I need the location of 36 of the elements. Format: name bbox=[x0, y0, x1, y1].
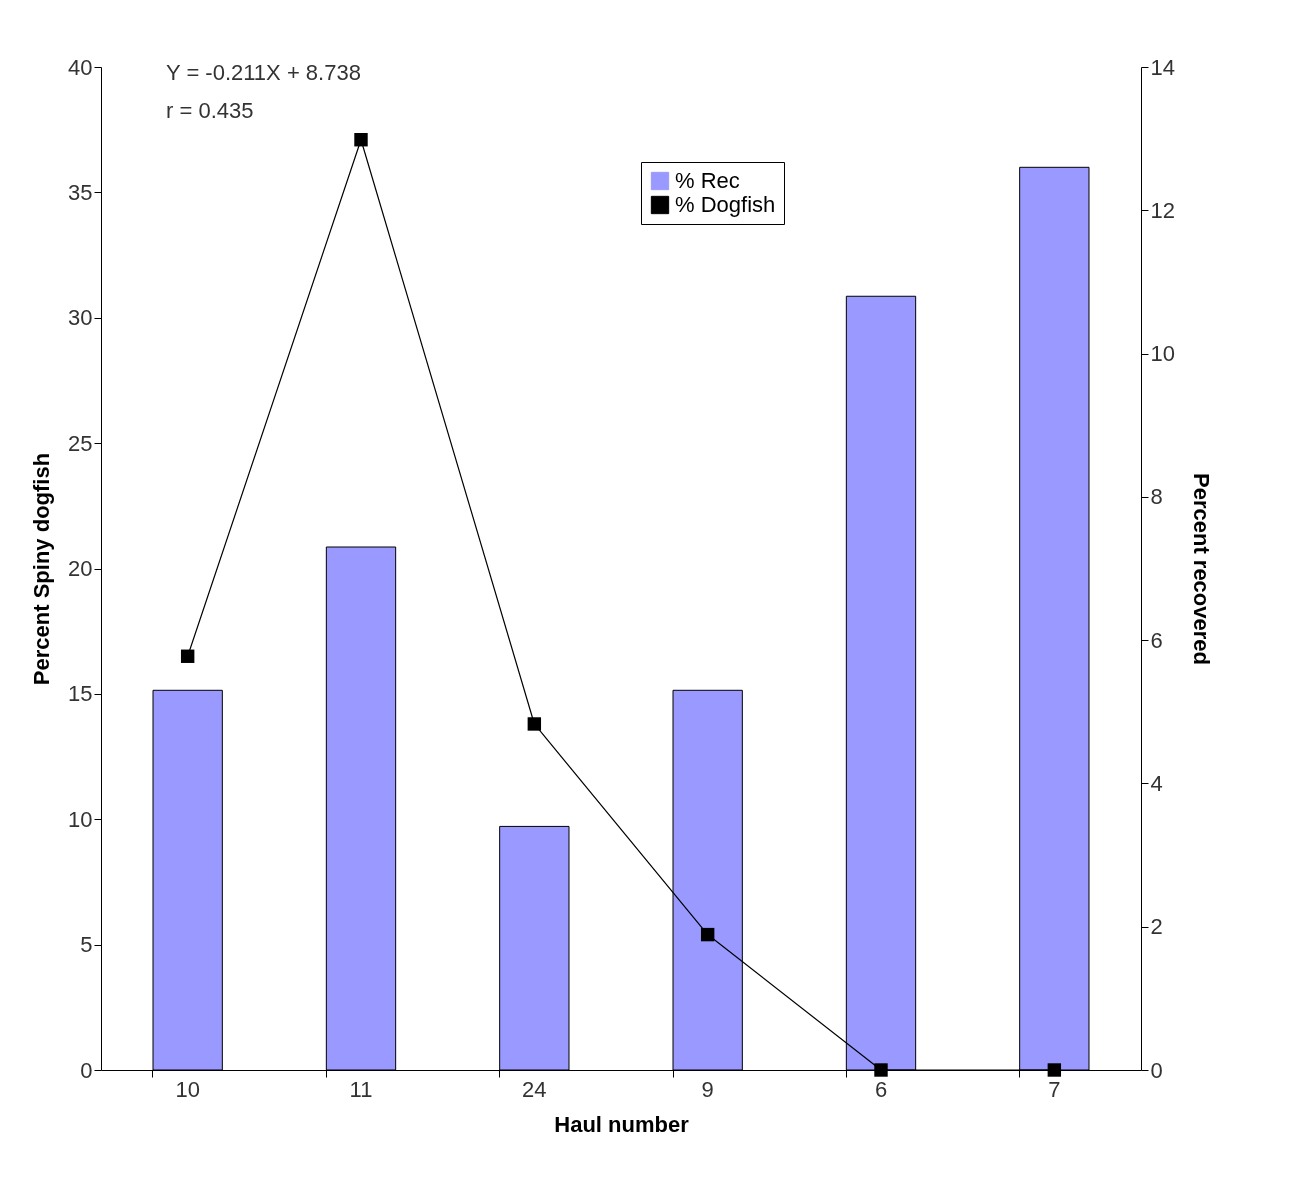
y-tick-label: 30 bbox=[68, 305, 93, 331]
point bbox=[354, 133, 368, 147]
y-tick-label: 20 bbox=[68, 556, 93, 581]
x-tick-label: 10 bbox=[175, 1076, 200, 1102]
y2-tick-label: 6 bbox=[1150, 627, 1163, 653]
y2-tick-label: 4 bbox=[1150, 770, 1163, 796]
annotation: r = 0.435 bbox=[166, 98, 254, 123]
y-tick-label: 10 bbox=[68, 806, 93, 832]
point bbox=[874, 1063, 888, 1077]
x-tick-label: 24 bbox=[522, 1076, 547, 1102]
y2-tick-label: 10 bbox=[1150, 341, 1175, 367]
y2-tick-label: 12 bbox=[1150, 197, 1175, 223]
x-tick-label: 7 bbox=[1048, 1076, 1061, 1102]
y2-tick-label: 0 bbox=[1150, 1057, 1163, 1083]
legend-label: % Dogfish bbox=[675, 192, 776, 217]
y-tick-label: 5 bbox=[80, 932, 93, 958]
x-tick-label: 11 bbox=[349, 1076, 373, 1102]
point bbox=[527, 717, 542, 731]
annotation: Y = -0.211X + 8.738 bbox=[166, 60, 361, 85]
y-tick-label: 25 bbox=[68, 430, 93, 456]
point bbox=[180, 649, 195, 663]
y-tick-label: 15 bbox=[68, 681, 93, 707]
y-tick-label: 40 bbox=[68, 54, 93, 80]
y2-axis-title: Percent recovered bbox=[1188, 473, 1214, 665]
y2-tick-label: 8 bbox=[1150, 484, 1163, 510]
legend-label: % Rec bbox=[675, 168, 740, 193]
y2-tick-label: 2 bbox=[1150, 914, 1163, 940]
y-tick-label: 0 bbox=[80, 1057, 93, 1083]
y-axis-title: Percent Spiny dogfish bbox=[29, 452, 55, 686]
x-tick-label: 6 bbox=[874, 1076, 888, 1102]
x-axis-title: Haul number bbox=[554, 1111, 690, 1137]
y2-tick-label: 14 bbox=[1150, 54, 1175, 80]
point bbox=[700, 927, 715, 942]
x-tick-label: 9 bbox=[701, 1076, 714, 1102]
y-tick-label: 35 bbox=[68, 179, 93, 205]
point bbox=[1047, 1063, 1062, 1077]
